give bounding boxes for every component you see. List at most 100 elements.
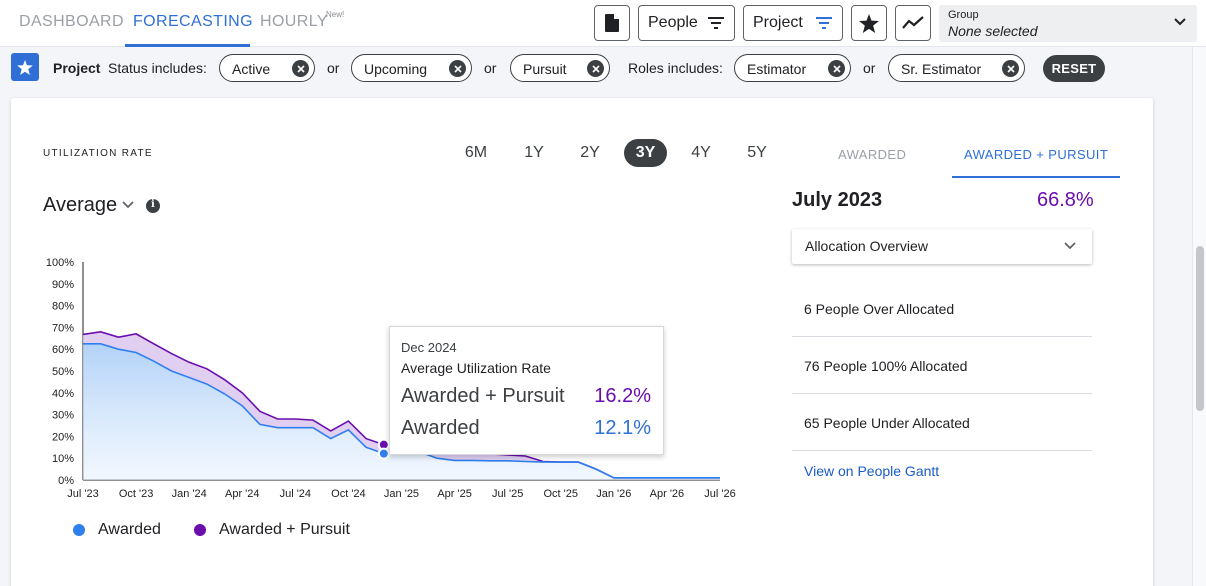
y-tick-label: 80% (52, 301, 74, 313)
remove-chip-icon[interactable] (449, 60, 466, 77)
filter-entity-label: Project (53, 60, 101, 76)
report-button[interactable] (594, 5, 630, 41)
x-tick-label: Jul '24 (280, 488, 311, 500)
metric-select[interactable]: Average (43, 194, 118, 216)
y-tick-label: 40% (52, 388, 74, 400)
allocation-row-full[interactable]: 76 People 100% Allocated (792, 337, 1092, 394)
chevron-down-icon (1064, 242, 1076, 250)
star-icon (859, 13, 879, 33)
awarded-marker[interactable] (377, 447, 390, 460)
active-tab-indicator (125, 44, 250, 47)
filter-icon (708, 17, 724, 29)
remove-chip-icon[interactable] (1002, 60, 1019, 77)
trending-icon (902, 16, 924, 29)
trend-view-button[interactable] (895, 5, 931, 41)
project-filter-button[interactable]: Project (743, 5, 843, 41)
x-tick-label: Jul '25 (492, 488, 523, 500)
range-2y[interactable]: 2Y (580, 144, 600, 161)
y-tick-label: 70% (52, 322, 74, 334)
legend-item-awarded[interactable]: Awarded (73, 521, 161, 539)
file-icon (605, 14, 619, 32)
legend-label: Awarded + Pursuit (219, 521, 350, 538)
people-filter-button[interactable]: People (638, 5, 735, 41)
allocation-row-label: 65 People Under Allocated (804, 415, 970, 431)
legend-dot (194, 524, 206, 536)
allocation-row-over[interactable]: 6 People Over Allocated (792, 280, 1092, 337)
scrollbar-thumb[interactable] (1196, 246, 1204, 411)
filter-icon (816, 17, 832, 29)
saved-filter-star-button[interactable] (11, 53, 39, 81)
reset-filters-button[interactable]: RESET (1043, 55, 1105, 82)
x-tick-label: Jan '24 (172, 488, 207, 500)
or-separator: or (863, 60, 876, 76)
allocation-overview-label: Allocation Overview (805, 238, 928, 254)
people-filter-label: People (648, 14, 698, 31)
new-badge: New! (326, 10, 345, 19)
range-5y[interactable]: 5Y (747, 144, 767, 161)
allocation-overview-dropdown[interactable]: Allocation Overview (792, 229, 1092, 264)
y-tick-label: 90% (52, 279, 74, 291)
range-6m[interactable]: 6M (464, 144, 488, 161)
status-includes-label: Status includes: (108, 60, 207, 76)
star-icon (17, 59, 33, 75)
x-tick-label: Jan '25 (384, 488, 419, 500)
card-title: UTILIZATION RATE (43, 148, 153, 159)
x-tick-label: Oct '25 (543, 488, 578, 500)
chart-tooltip: Dec 2024 Average Utilization Rate Awarde… (389, 326, 664, 455)
tab-awarded-pursuit[interactable]: AWARDED + PURSUIT (964, 147, 1109, 162)
active-panel-tab-indicator (952, 176, 1120, 178)
role-chip-sr-estimator: Sr. Estimator (888, 54, 1025, 82)
x-tick-label: Jul '26 (704, 488, 735, 500)
legend-label: Awarded (98, 521, 161, 538)
chevron-down-icon (1174, 18, 1186, 26)
range-1y[interactable]: 1Y (524, 144, 544, 161)
y-tick-label: 30% (52, 410, 74, 422)
tooltip-awarded-value: 12.1% (594, 417, 651, 439)
tooltip-heading: Average Utilization Rate (401, 360, 551, 376)
project-filter-label: Project (753, 14, 803, 31)
remove-chip-icon[interactable] (292, 60, 309, 77)
info-icon[interactable] (146, 199, 160, 213)
x-tick-label: Jul '23 (67, 488, 98, 500)
view-on-people-gantt-link[interactable]: View on People Gantt (804, 463, 940, 479)
roles-includes-label: Roles includes: (628, 60, 723, 76)
y-tick-label: 50% (52, 366, 74, 378)
y-tick-label: 60% (52, 344, 74, 356)
legend-dot (73, 524, 85, 536)
y-tick-label: 10% (52, 453, 74, 465)
tooltip-awarded-label: Awarded (401, 417, 480, 439)
x-tick-label: Jan '26 (596, 488, 631, 500)
legend-item-awarded-pursuit[interactable]: Awarded + Pursuit (194, 521, 350, 539)
top-nav: DASHBOARD FORECASTING HOURLY New! People… (0, 0, 1206, 47)
y-tick-label: 20% (52, 431, 74, 443)
role-chip-estimator: Estimator (734, 54, 851, 82)
remove-chip-icon[interactable] (828, 60, 845, 77)
tab-hourly[interactable]: HOURLY (260, 13, 328, 30)
x-tick-label: Oct '24 (331, 488, 366, 500)
allocation-row-label: 76 People 100% Allocated (804, 358, 968, 374)
or-separator: or (484, 60, 497, 76)
tooltip-pursuit-value: 16.2% (594, 385, 651, 407)
group-select-value: None selected (948, 23, 1038, 39)
chevron-down-icon[interactable] (121, 199, 135, 211)
remove-chip-icon[interactable] (587, 60, 604, 77)
selected-month-rate: 66.8% (1037, 189, 1094, 211)
tooltip-date: Dec 2024 (401, 340, 457, 355)
tab-dashboard[interactable]: DASHBOARD (19, 13, 124, 30)
x-tick-label: Apr '24 (225, 488, 260, 500)
tab-awarded[interactable]: AWARDED (838, 147, 907, 162)
x-tick-label: Apr '26 (650, 488, 685, 500)
selected-month: July 2023 (792, 189, 883, 211)
status-chip-upcoming: Upcoming (351, 54, 472, 82)
allocation-row-under[interactable]: 65 People Under Allocated (792, 394, 1092, 451)
y-tick-label: 0% (58, 475, 74, 487)
chip-label: Upcoming (364, 61, 428, 77)
chip-label: Sr. Estimator (901, 61, 982, 77)
range-4y[interactable]: 4Y (691, 144, 711, 161)
group-select-caption: Group (948, 9, 979, 21)
tab-forecasting[interactable]: FORECASTING (133, 13, 253, 30)
favorites-button[interactable] (851, 5, 887, 41)
status-chip-active: Active (219, 54, 315, 82)
group-select[interactable]: Group None selected (939, 5, 1197, 42)
range-3y[interactable]: 3Y (624, 139, 667, 167)
